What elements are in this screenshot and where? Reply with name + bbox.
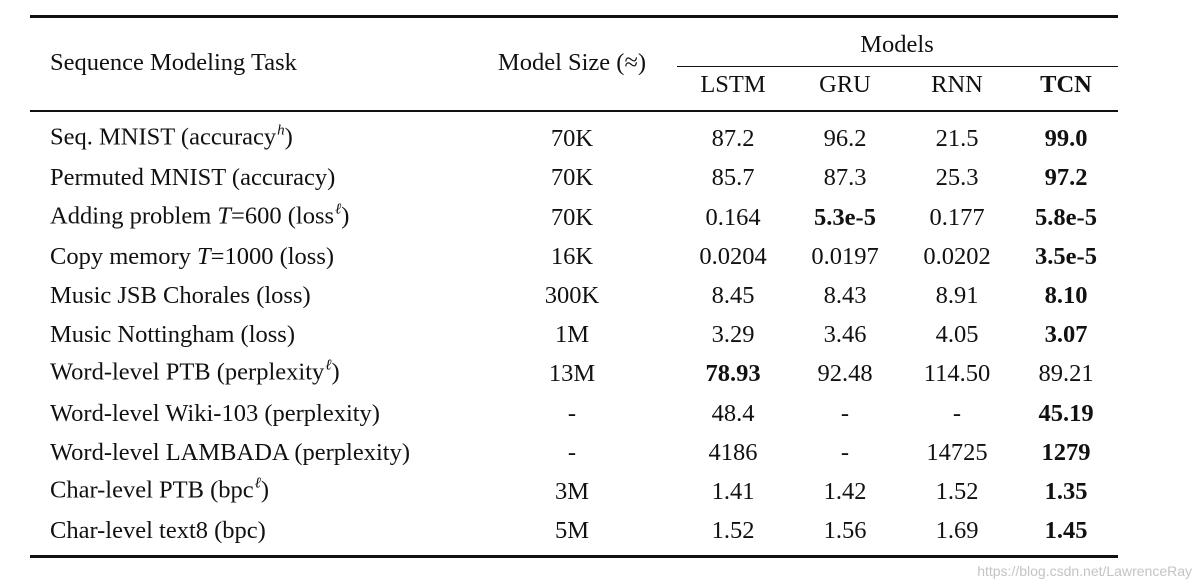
cell-gru: 8.43 (823, 282, 867, 309)
cell-lstm: 48.4 (711, 400, 755, 427)
cell-tcn: 1279 (1041, 439, 1091, 466)
cell-lstm: 0.164 (705, 204, 761, 231)
row-size: 1M (554, 321, 590, 348)
row-task: Word-level LAMBADA (perplexity) (50, 439, 410, 466)
row-task: Char-level text8 (bpc) (50, 517, 266, 544)
cell-tcn: 89.21 (1038, 360, 1094, 387)
cell-lstm: 1.52 (711, 517, 755, 544)
header-model-size: Model Size (≈) (497, 49, 647, 76)
cell-gru: - (840, 400, 850, 427)
cell-lstm: 85.7 (711, 164, 755, 191)
row-task: Word-level Wiki-103 (perplexity) (50, 400, 380, 427)
cell-gru: 5.3e-5 (814, 204, 876, 231)
top-rule (30, 15, 1118, 18)
cell-lstm: 78.93 (705, 360, 761, 387)
row-size: 13M (548, 360, 596, 387)
header-lstm: LSTM (700, 71, 766, 98)
row-size: 16K (550, 243, 594, 270)
cell-tcn: 1.45 (1044, 517, 1088, 544)
cell-rnn: 4.05 (935, 321, 979, 348)
bottom-rule (30, 555, 1118, 558)
cell-rnn: 114.50 (923, 360, 991, 387)
row-size: 300K (544, 282, 600, 309)
cell-lstm: 87.2 (711, 125, 755, 152)
cell-tcn: 45.19 (1038, 400, 1094, 427)
row-size: 70K (550, 204, 594, 231)
cell-gru: 87.3 (823, 164, 867, 191)
cell-rnn: 14725 (926, 439, 988, 466)
cell-lstm: 8.45 (711, 282, 755, 309)
row-task: Music Nottingham (loss) (50, 321, 295, 348)
row-task: Word-level PTB (perplexityℓ) (50, 357, 340, 386)
cell-gru: 92.48 (817, 360, 873, 387)
cell-tcn: 5.8e-5 (1035, 204, 1097, 231)
row-size: 5M (554, 517, 590, 544)
cell-rnn: - (952, 400, 962, 427)
cell-rnn: 8.91 (935, 282, 979, 309)
row-task: Permuted MNIST (accuracy) (50, 164, 336, 191)
row-size: 3M (554, 478, 590, 505)
watermark-url: https://blog.csdn.net/LawrenceRay (977, 563, 1192, 579)
header-rnn: RNN (931, 71, 983, 98)
cell-tcn: 99.0 (1044, 125, 1088, 152)
header-models-group: Models (860, 31, 934, 58)
row-size: 70K (550, 125, 594, 152)
cell-tcn: 8.10 (1044, 282, 1088, 309)
cell-lstm: 1.41 (711, 478, 755, 505)
cell-tcn: 1.35 (1044, 478, 1088, 505)
cell-gru: 1.42 (823, 478, 867, 505)
cell-rnn: 21.5 (935, 125, 979, 152)
header-rule (30, 110, 1118, 112)
models-group-rule (677, 66, 1118, 68)
header-gru: GRU (819, 71, 871, 98)
cell-rnn: 0.0202 (923, 243, 991, 270)
cell-gru: 0.0197 (811, 243, 879, 270)
header-task: Sequence Modeling Task (50, 49, 297, 76)
cell-gru: 1.56 (823, 517, 867, 544)
row-task: Seq. MNIST (accuracyh) (50, 122, 293, 151)
cell-rnn: 25.3 (935, 164, 979, 191)
cell-gru: 96.2 (823, 125, 867, 152)
row-task: Music JSB Chorales (loss) (50, 282, 311, 309)
row-task: Copy memory T=1000 (loss) (50, 243, 335, 270)
cell-rnn: 1.69 (935, 517, 979, 544)
cell-rnn: 0.177 (929, 204, 985, 231)
row-size: - (567, 400, 577, 427)
cell-lstm: 3.29 (711, 321, 755, 348)
row-size: - (567, 439, 577, 466)
cell-rnn: 1.52 (935, 478, 979, 505)
cell-gru: 3.46 (823, 321, 867, 348)
cell-lstm: 0.0204 (699, 243, 767, 270)
cell-tcn: 97.2 (1044, 164, 1088, 191)
header-tcn: TCN (1040, 71, 1092, 98)
row-task: Char-level PTB (bpcℓ) (50, 475, 270, 504)
row-size: 70K (550, 164, 594, 191)
row-task: Adding problem T=600 (lossℓ) (50, 201, 350, 230)
cell-gru: - (840, 439, 850, 466)
cell-tcn: 3.07 (1044, 321, 1088, 348)
cell-tcn: 3.5e-5 (1035, 243, 1097, 270)
cell-lstm: 4186 (708, 439, 758, 466)
